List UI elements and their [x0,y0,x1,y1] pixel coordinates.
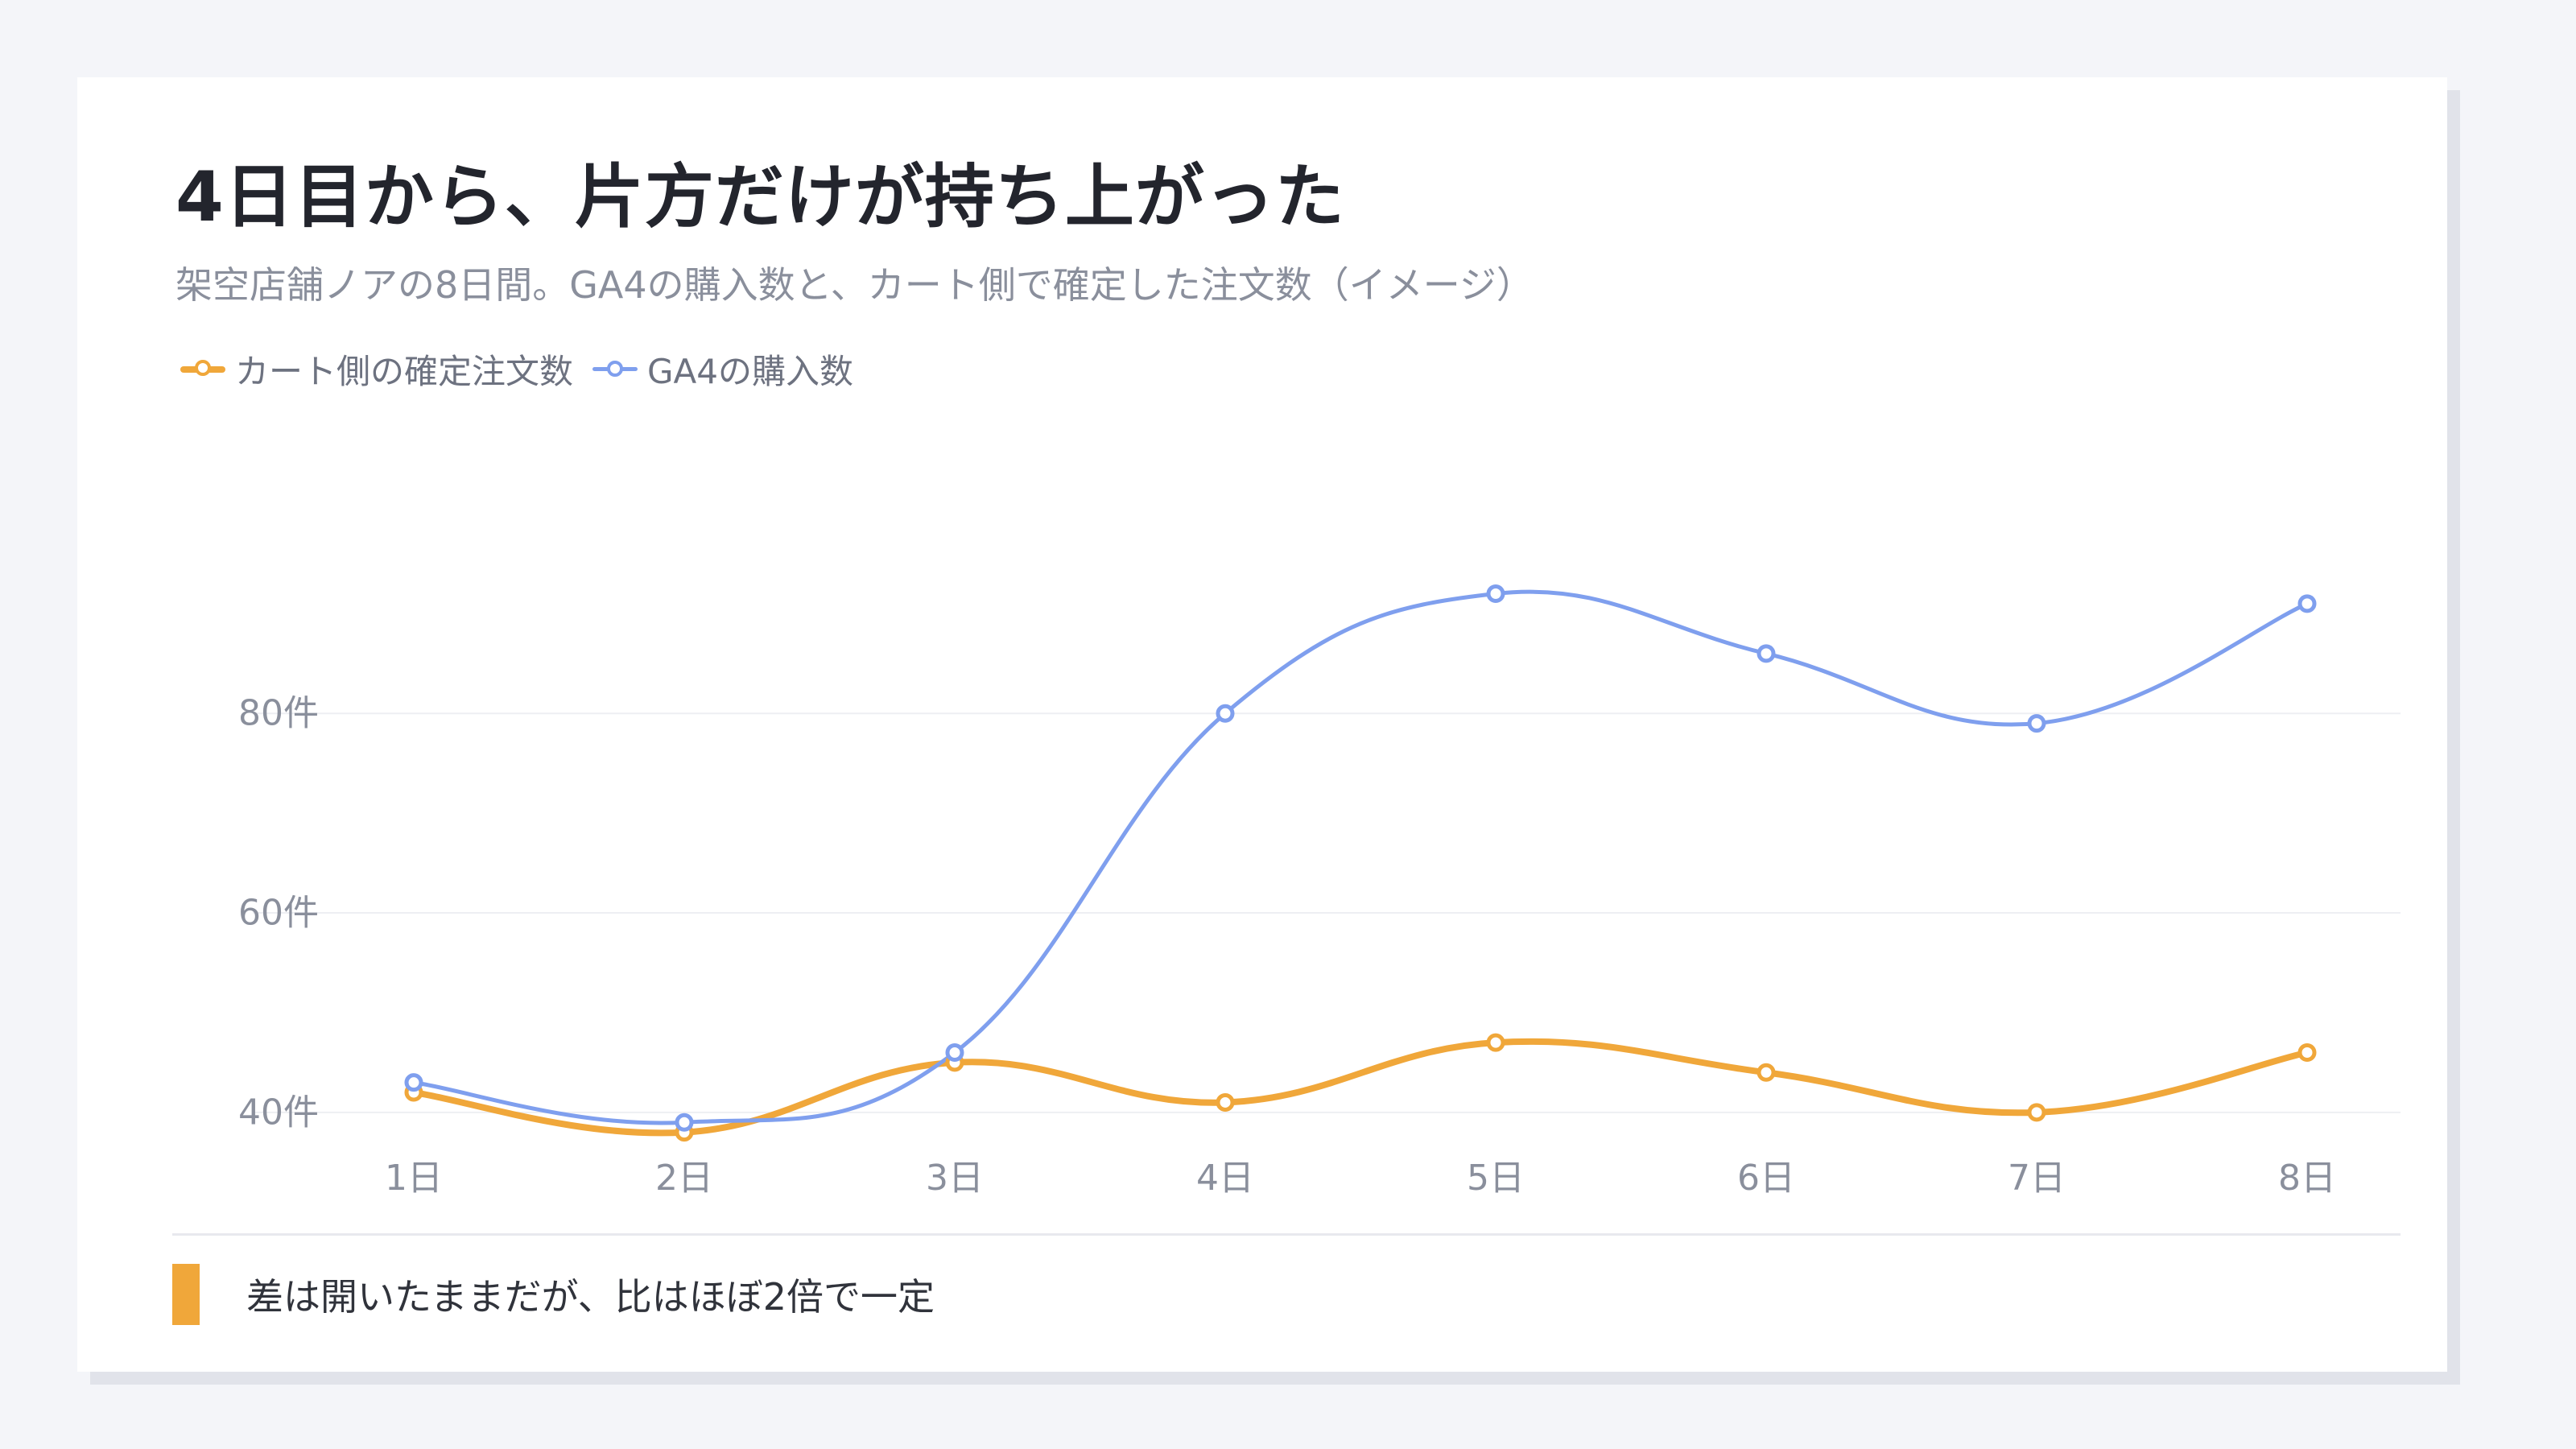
chart-title: 4日目から、片方だけが持ち上がった [175,157,1345,237]
x-tick-label: 2日 [655,1158,713,1199]
series-points [404,584,2317,1142]
data-point-ga4[interactable] [1486,584,1505,604]
x-tick-label: 7日 [2008,1158,2066,1199]
legend-item-cart[interactable]: カート側の確定注文数 [180,345,573,394]
series-line-cart [411,1038,2310,1137]
data-point-cart[interactable] [2297,1042,2317,1062]
data-point-ga4[interactable] [1216,704,1235,723]
legend-swatch-cart [180,359,225,376]
y-tick-label: 80件 [238,693,319,734]
y-tick-label: 60件 [238,893,319,934]
data-point-ga4[interactable] [2297,594,2317,613]
data-point-cart[interactable] [2027,1103,2046,1122]
series-line-ga4 [411,589,2310,1125]
legend-label-cart: カート側の確定注文数 [235,352,574,391]
legend-swatch-ga4 [592,361,638,377]
legend: カート側の確定注文数 GA4の購入数 [180,345,873,394]
footer-note: 差は開いたままだが、比はほぼ2倍で一定 [172,1264,935,1325]
x-axis-ticks: 1日 2日 3日 4日 5日 6日 7日 8日 [385,1158,2336,1199]
data-point-cart[interactable] [1216,1092,1235,1112]
data-point-ga4[interactable] [945,1042,964,1062]
y-tick-label: 40件 [238,1092,319,1133]
data-point-ga4[interactable] [675,1113,694,1132]
x-tick-label: 1日 [385,1158,443,1199]
x-tick-label: 8日 [2278,1158,2336,1199]
data-point-ga4[interactable] [2027,714,2046,733]
x-tick-label: 6日 [1737,1158,1795,1199]
grid-lines [253,712,2401,1113]
note-text: 差は開いたままだが、比はほぼ2倍で一定 [246,1275,935,1319]
note-accent-bar [172,1264,200,1325]
x-tick-label: 3日 [926,1158,984,1199]
footer-divider [172,1233,2401,1236]
series-lines [411,589,2310,1137]
chart-card: 4日目から、片方だけが持ち上がった 架空店舗ノアの8日間。GA4の購入数と、カー… [77,77,2447,1372]
data-point-cart[interactable] [1486,1033,1505,1052]
line-chart: 40件 60件 80件 1日 2日 3日 4日 5日 6日 7日 8日 [238,584,2401,1199]
legend-label-ga4: GA4の購入数 [647,352,854,391]
legend-item-ga4[interactable]: GA4の購入数 [592,345,853,394]
y-axis-ticks: 40件 60件 80件 [238,693,319,1133]
data-point-ga4[interactable] [1757,644,1776,663]
x-tick-label: 5日 [1467,1158,1525,1199]
chart-subtitle: 架空店舗ノアの8日間。GA4の購入数と、カート側で確定した注文数（イメージ） [175,263,1534,307]
data-point-ga4[interactable] [404,1073,423,1092]
x-tick-label: 4日 [1196,1158,1254,1199]
data-point-cart[interactable] [1757,1063,1776,1082]
